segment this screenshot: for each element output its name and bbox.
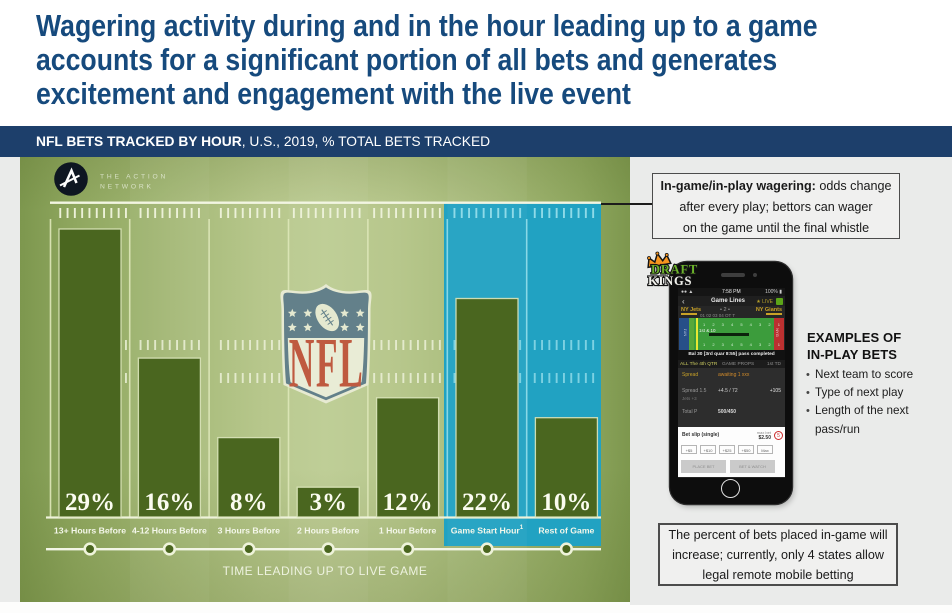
svg-text:TIME LEADING UP TO LIVE GAME: TIME LEADING UP TO LIVE GAME <box>223 564 428 578</box>
svg-text:3 Hours Before: 3 Hours Before <box>218 525 280 535</box>
svg-text:1 Hour Before: 1 Hour Before <box>379 525 437 535</box>
svg-text:THE ACTION: THE ACTION <box>100 174 168 181</box>
svg-text:8%: 8% <box>230 489 268 516</box>
svg-text:Rest of Game: Rest of Game <box>538 525 594 535</box>
svg-text:22%: 22% <box>462 489 512 516</box>
svg-text:NETWORK: NETWORK <box>100 184 154 191</box>
svg-text:3%: 3% <box>309 489 347 516</box>
svg-text:KINGS: KINGS <box>648 274 692 288</box>
svg-text:29%: 29% <box>65 489 115 516</box>
svg-text:10%: 10% <box>541 489 591 516</box>
svg-text:DRAFT: DRAFT <box>651 263 698 277</box>
svg-text:Game Start Hour1: Game Start Hour1 <box>451 524 524 536</box>
svg-text:12%: 12% <box>383 489 433 516</box>
svg-text:2 Hours Before: 2 Hours Before <box>297 525 359 535</box>
svg-text:NFL: NFL <box>289 325 364 403</box>
svg-text:13+ Hours Before: 13+ Hours Before <box>54 525 126 535</box>
svg-text:4-12 Hours Before: 4-12 Hours Before <box>132 525 207 535</box>
svg-text:16%: 16% <box>144 489 194 516</box>
